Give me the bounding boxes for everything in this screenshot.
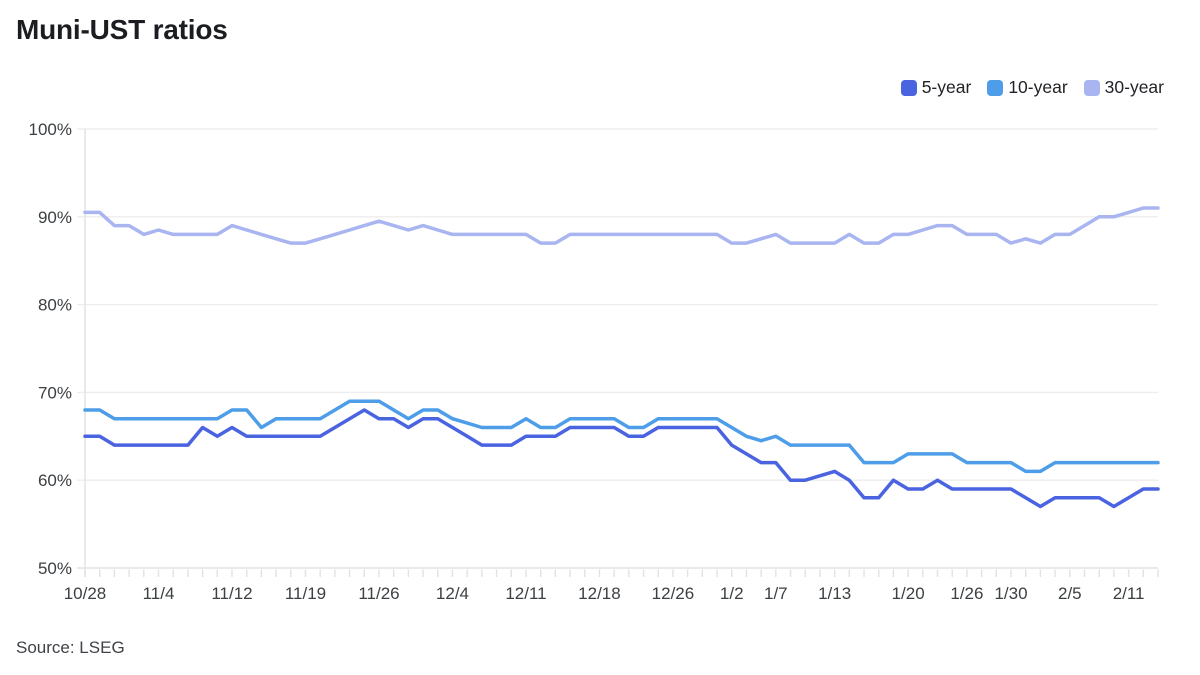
legend-item-10-year: 10-year — [987, 77, 1068, 98]
x-axis-label: 11/4 — [143, 584, 175, 603]
x-axis-label: 1/13 — [818, 584, 851, 603]
x-axis-label: 12/18 — [578, 584, 621, 603]
x-axis-label: 12/4 — [436, 584, 469, 603]
series-line-10-year — [83, 399, 1160, 474]
legend-swatch-30-year-icon — [1083, 79, 1100, 96]
chart-title: Muni-UST ratios — [16, 14, 228, 45]
x-axis-label: 11/12 — [211, 584, 252, 603]
x-axis-label: 10/28 — [64, 584, 107, 603]
legend-item-30-year: 30-year — [1083, 77, 1164, 98]
x-axis-label: 11/19 — [285, 584, 326, 603]
legend-label-5-year: 5-year — [921, 77, 972, 97]
legend-swatch-10-year-icon — [987, 79, 1004, 96]
y-axis-label: 70% — [38, 383, 72, 402]
x-axis-label: 1/2 — [720, 584, 744, 603]
x-axis-label: 1/26 — [950, 584, 983, 603]
legend-label-30-year: 30-year — [1104, 77, 1164, 97]
x-axis-label: 12/11 — [505, 584, 546, 603]
x-axis-label: 1/20 — [892, 584, 925, 603]
x-axis-label: 1/7 — [764, 584, 788, 603]
x-axis-label: 11/26 — [358, 584, 399, 603]
series-line-30-year — [83, 206, 1160, 245]
y-axis-label: 100% — [29, 120, 72, 139]
y-axis-label: 80% — [38, 296, 72, 315]
x-axis-label: 12/26 — [652, 584, 695, 603]
y-axis-label: 60% — [38, 471, 72, 490]
y-axis-label: 50% — [38, 559, 72, 578]
legend-label-10-year: 10-year — [1008, 77, 1068, 97]
legend-item-5-year: 5-year — [900, 77, 972, 98]
y-axis-label: 90% — [38, 208, 72, 227]
source-note: Source: LSEG — [16, 638, 125, 657]
legend-swatch-5-year-icon — [900, 79, 917, 96]
legend: 5-year 10-year 30-year — [900, 77, 1164, 98]
x-axis-label: 2/5 — [1058, 584, 1082, 603]
series-line-5-year — [83, 408, 1160, 509]
x-axis-label: 1/30 — [994, 584, 1027, 603]
x-axis-label: 2/11 — [1113, 584, 1145, 603]
